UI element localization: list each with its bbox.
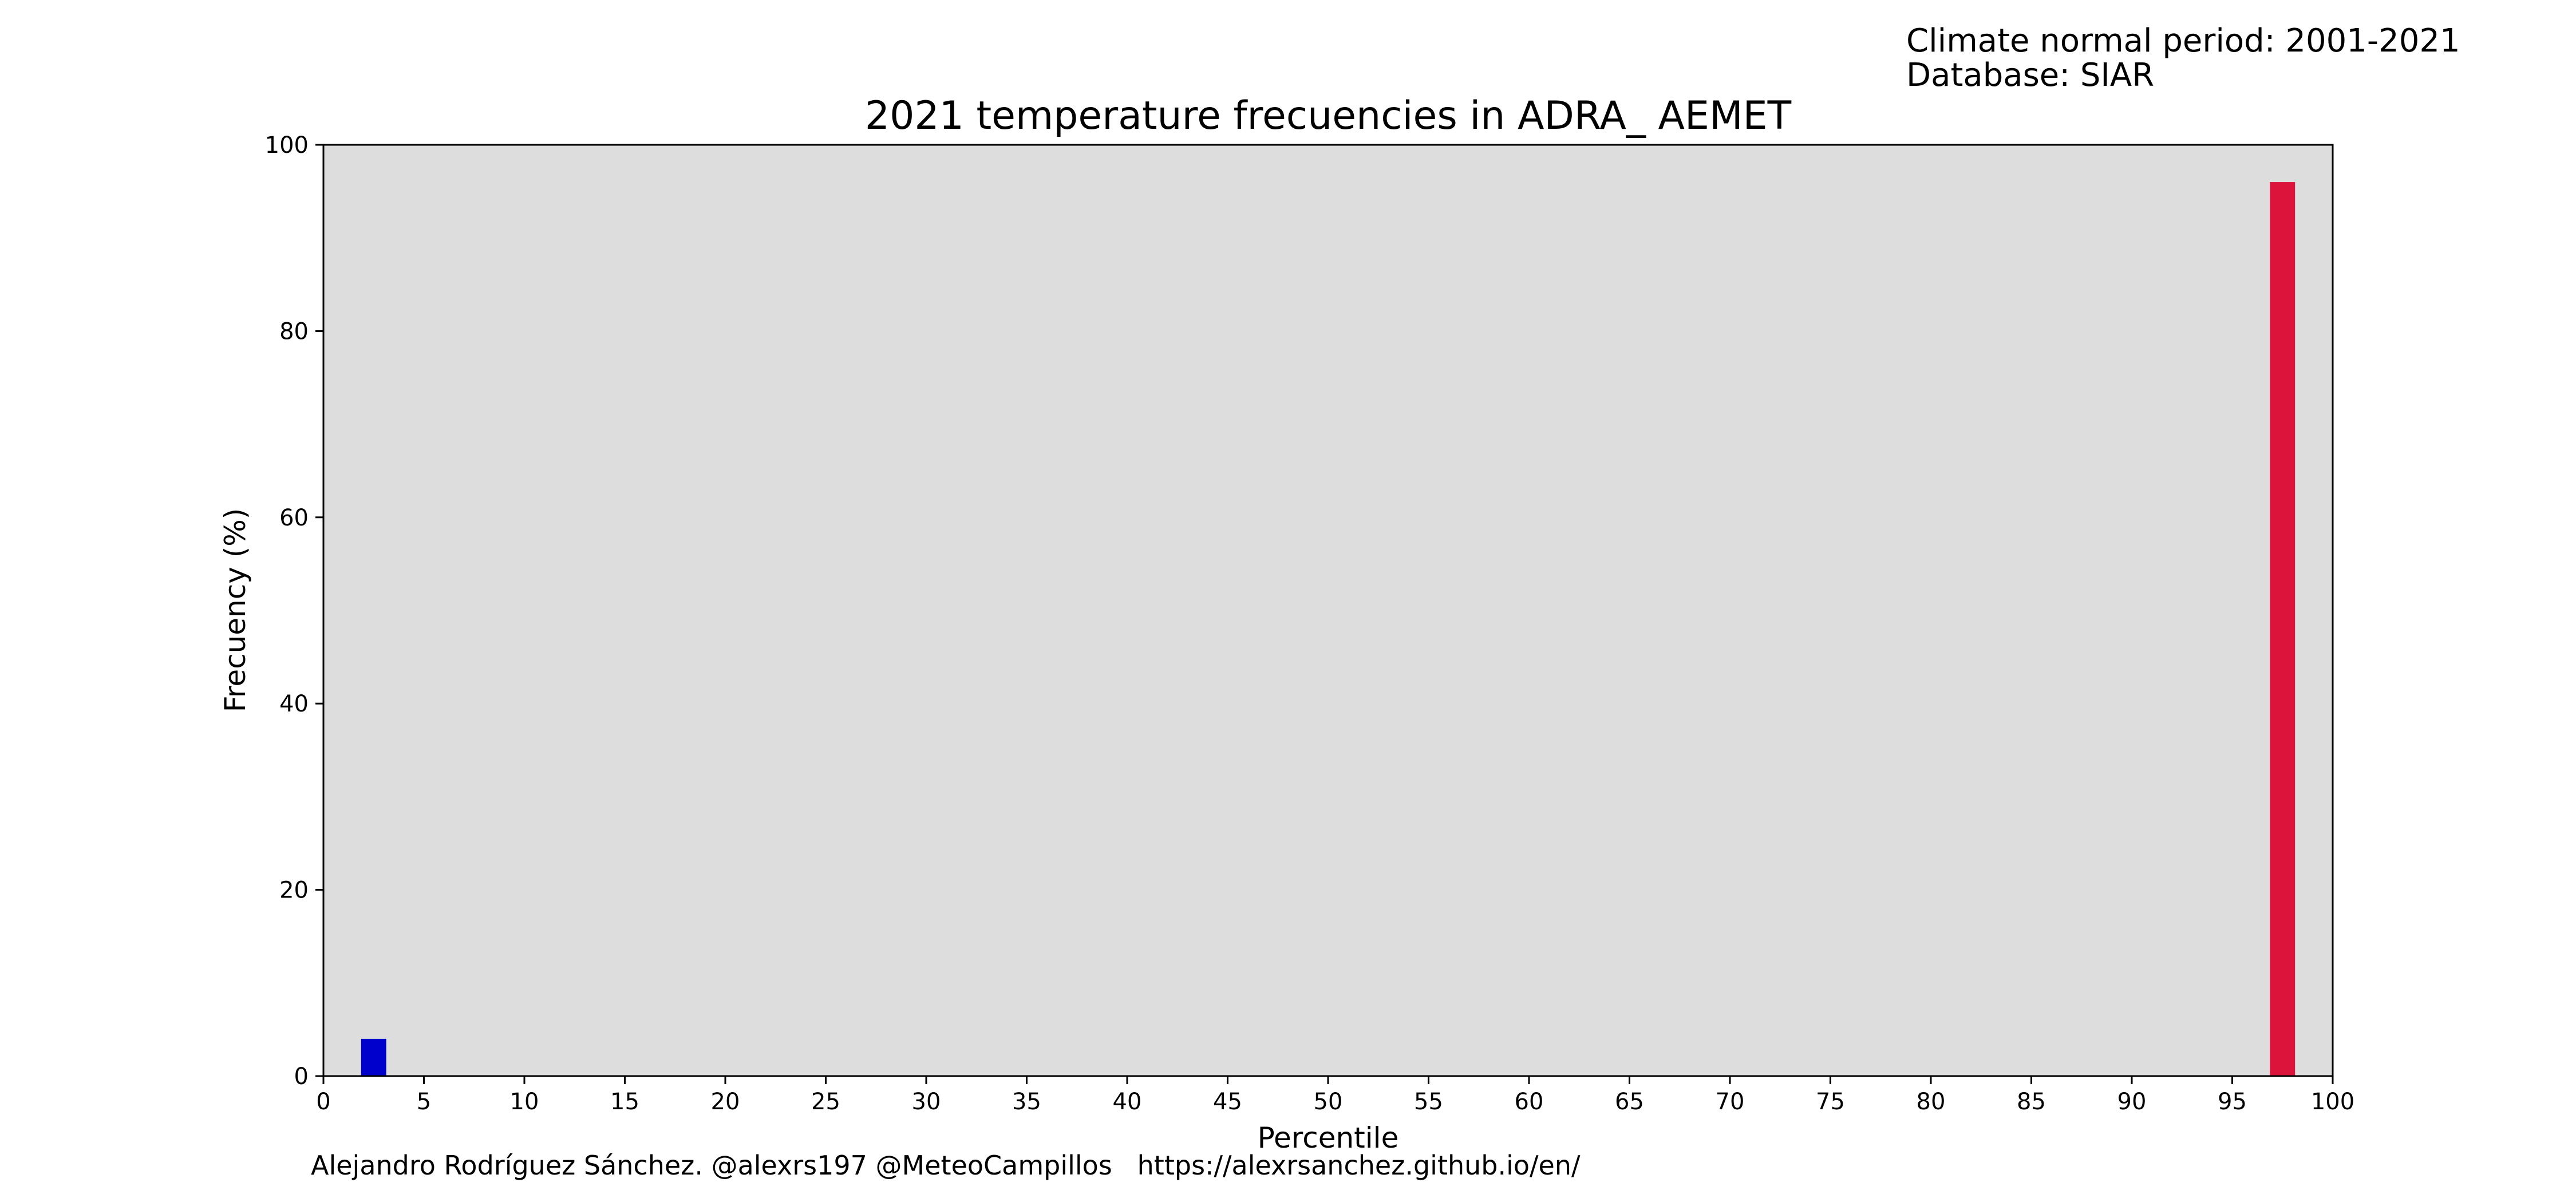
x-tick-label-13: 65 (1615, 1089, 1644, 1115)
x-tick-label-1: 5 (417, 1089, 431, 1115)
bar-0 (361, 1038, 386, 1076)
x-tick-label-18: 90 (2117, 1089, 2147, 1115)
footer-credit: Alejandro Rodríguez Sánchez. @alexrs197 … (311, 1150, 1581, 1181)
x-tick-label-14: 70 (1716, 1089, 1745, 1115)
y-tick-label-0: 0 (294, 1063, 309, 1090)
y-tick-label-4: 80 (279, 318, 309, 345)
x-tick-label-17: 85 (2017, 1089, 2046, 1115)
x-tick-label-11: 55 (1414, 1089, 1443, 1115)
x-tick-label-20: 100 (2311, 1089, 2354, 1115)
x-tick-label-3: 15 (610, 1089, 639, 1115)
x-tick-label-5: 25 (811, 1089, 840, 1115)
x-tick-label-4: 20 (711, 1089, 740, 1115)
chart-title: 2021 temperature frecuencies in ADRA_ AE… (865, 93, 1792, 139)
plot-area (323, 145, 2333, 1076)
x-tick-label-10: 50 (1314, 1089, 1343, 1115)
x-axis-ticks: 0 5 10 15 20 25 30 35 40 45 50 55 60 65 70 75 80 85 90 95 10… (316, 1076, 2354, 1115)
x-tick-label-7: 35 (1012, 1089, 1041, 1115)
y-tick-label-1: 20 (279, 877, 309, 904)
x-tick-label-15: 75 (1816, 1089, 1845, 1115)
y-axis-ticks: 0 20 40 60 80 100 (265, 132, 323, 1090)
x-tick-label-8: 40 (1113, 1089, 1142, 1115)
x-tick-label-16: 80 (1917, 1089, 1946, 1115)
bar-1 (2270, 182, 2296, 1077)
y-tick-label-2: 40 (279, 691, 309, 717)
x-tick-label-12: 60 (1515, 1089, 1544, 1115)
y-tick-label-5: 100 (265, 132, 309, 159)
x-tick-label-6: 30 (912, 1089, 941, 1115)
header-line-1: Climate normal period: 2001-2021 (1906, 22, 2460, 60)
y-axis-label: Frecuency (%) (219, 508, 252, 712)
x-axis-label: Percentile (1258, 1121, 1399, 1154)
header-line-2: Database: SIAR (1906, 57, 2154, 94)
x-tick-label-0: 0 (316, 1089, 330, 1115)
bars-group (361, 182, 2296, 1077)
x-tick-label-19: 95 (2218, 1089, 2247, 1115)
y-tick-label-3: 60 (279, 505, 309, 531)
x-tick-label-9: 45 (1213, 1089, 1242, 1115)
x-tick-label-2: 10 (510, 1089, 539, 1115)
